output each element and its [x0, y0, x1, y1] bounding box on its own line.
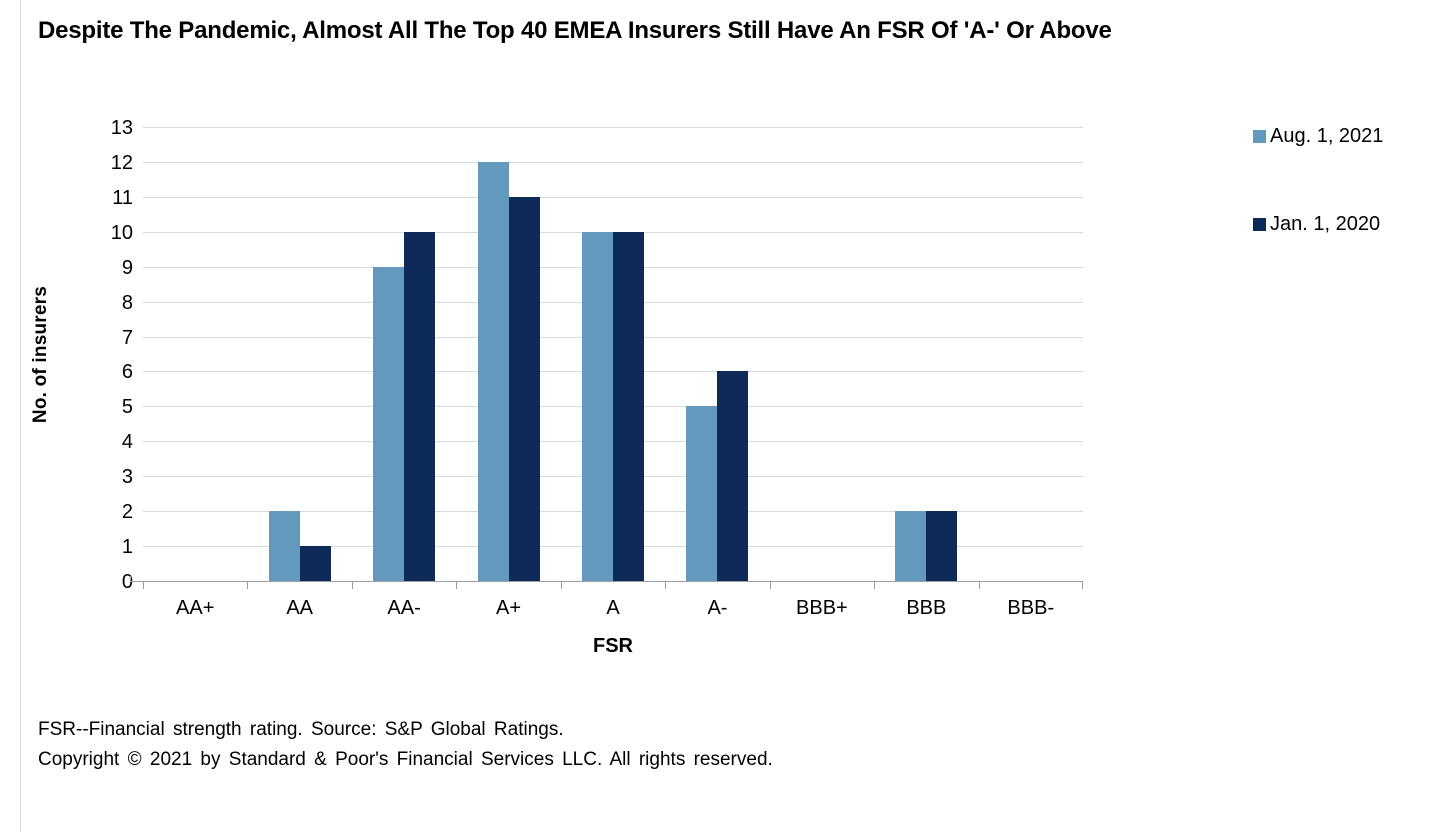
y-tick-label-3: 3 — [121, 466, 133, 489]
x-tick-label-A: A — [606, 597, 620, 619]
x-axis-tickmark — [978, 582, 980, 589]
x-axis-tickmark — [456, 582, 458, 589]
bar-A+-jan-2020 — [508, 196, 540, 581]
gridline-11 — [143, 196, 1083, 198]
y-tick-label-7: 7 — [121, 326, 133, 349]
x-axis-tickmark — [247, 582, 249, 589]
legend-swatch-jan-1-2020 — [1253, 217, 1266, 231]
legend-item-aug-1-2021: Aug. 1, 2021 — [1253, 124, 1383, 148]
bar-BBB-aug-2021 — [895, 511, 927, 581]
x-axis-line — [130, 581, 1083, 582]
y-axis-title: No. of insurers — [30, 128, 52, 582]
x-axis-title: FSR — [593, 635, 633, 657]
legend-swatch-aug-1-2021 — [1253, 129, 1266, 143]
x-axis-tickmark — [1082, 582, 1083, 589]
x-tick-label-A+: A+ — [496, 597, 522, 619]
gridline-12 — [143, 161, 1083, 163]
x-tick-label-BBB: BBB — [906, 597, 947, 619]
bar-A+-aug-2021 — [477, 161, 509, 581]
x-tick-label-BBB+: BBB+ — [796, 597, 848, 619]
bar-A--aug-2021 — [686, 406, 718, 581]
y-tick-label-0: 0 — [121, 571, 133, 593]
page-left-border — [20, 0, 21, 832]
y-axis-zero-tick — [130, 576, 131, 582]
x-axis-labels: AA+ AA AA- A+ A A- BBB+ BBB BBB- — [143, 595, 1083, 621]
x-tick-label-AA-: AA- — [387, 597, 421, 619]
y-tick-label-9: 9 — [121, 256, 133, 279]
legend: Aug. 1, 2021 Jan. 1, 2020 — [1253, 124, 1383, 236]
x-tick-label-AA: AA — [286, 597, 313, 619]
footnote-source-line: FSR--Financial strength rating. Source: … — [38, 719, 564, 740]
bar-BBB-jan-2020 — [926, 511, 958, 581]
x-axis-tickmark — [560, 582, 562, 589]
y-axis-ticks: 0 1 2 3 4 5 6 7 8 9 10 11 12 13 — [88, 117, 133, 593]
bar-A-aug-2021 — [582, 231, 613, 581]
legend-item-jan-1-2020: Jan. 1, 2020 — [1253, 212, 1383, 236]
x-tick-label-BBB-: BBB- — [1007, 597, 1055, 619]
bar-AA--aug-2021 — [373, 266, 405, 581]
y-tick-label-11: 11 — [112, 186, 133, 209]
y-tick-label-5: 5 — [121, 396, 133, 419]
x-axis-tickmark — [874, 582, 876, 589]
legend-label-jan-1-2020: Jan. 1, 2020 — [1270, 212, 1381, 235]
bar-A--jan-2020 — [717, 371, 749, 581]
bar-AA-jan-2020 — [299, 546, 331, 581]
x-axis-tickmark — [769, 582, 771, 589]
y-tick-label-12: 12 — [110, 151, 133, 174]
bar-A-jan-2020 — [613, 231, 644, 581]
y-tick-label-8: 8 — [121, 291, 133, 314]
x-axis-tickmark — [351, 582, 353, 589]
plot-area — [130, 127, 1083, 589]
x-tick-label-A-: A- — [707, 597, 728, 619]
y-tick-label-1: 1 — [121, 536, 133, 559]
legend-label-aug-1-2021: Aug. 1, 2021 — [1270, 124, 1384, 147]
footnote: FSR--Financial strength rating. Source: … — [38, 715, 773, 775]
x-axis-tickmark — [143, 582, 144, 589]
y-tick-label-4: 4 — [121, 431, 133, 454]
y-tick-label-10: 10 — [110, 221, 133, 244]
x-tick-label-AA+: AA+ — [176, 597, 215, 619]
y-axis-title-text: No. of insurers — [30, 286, 51, 424]
bar-AA-aug-2021 — [268, 511, 300, 581]
gridline-13 — [143, 127, 1083, 128]
chart-title: Despite The Pandemic, Almost All The Top… — [38, 17, 1112, 44]
y-tick-label-6: 6 — [121, 361, 133, 384]
footnote-copyright-line: Copyright © 2021 by Standard & Poor's Fi… — [38, 749, 773, 770]
x-axis-tickmark — [665, 582, 667, 589]
y-tick-label-2: 2 — [121, 501, 133, 524]
bar-AA--jan-2020 — [404, 231, 436, 581]
y-tick-label-13: 13 — [110, 117, 133, 139]
